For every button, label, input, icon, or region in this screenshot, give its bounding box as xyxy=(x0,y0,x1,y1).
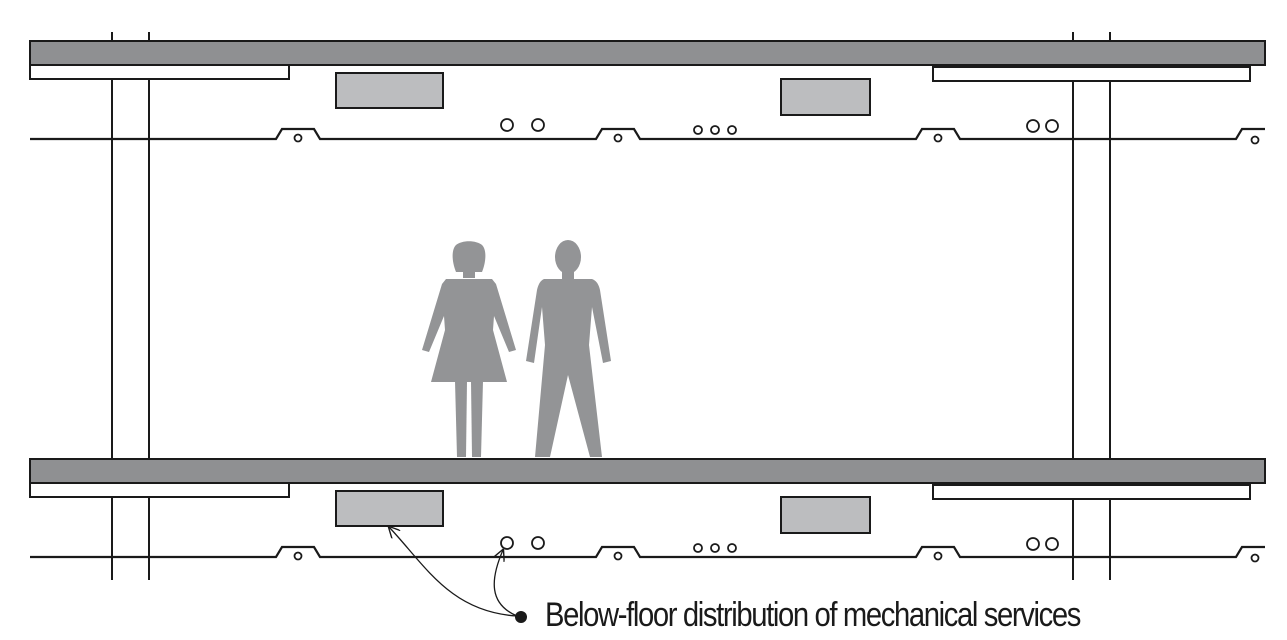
pipe-icon xyxy=(1045,537,1059,551)
lower-floor-slab xyxy=(29,458,1266,484)
pipe-icon xyxy=(1026,119,1040,133)
lower-pipes xyxy=(293,536,1260,563)
pipe-icon xyxy=(710,543,720,553)
annotation-label: Below-floor distribution of mechanical s… xyxy=(545,596,1081,634)
pipe-icon xyxy=(500,536,514,550)
upper-duct-2 xyxy=(780,78,871,116)
annotation-bullet xyxy=(515,611,527,623)
pipe-icon xyxy=(933,551,943,561)
pipe-icon xyxy=(293,133,303,143)
upper-beam-right xyxy=(932,66,1251,82)
pipe-icon xyxy=(727,543,737,553)
lower-beam-right xyxy=(932,484,1251,500)
upper-beam-left xyxy=(29,64,290,80)
leader-to-pipe xyxy=(494,550,518,617)
pipe-icon xyxy=(613,133,623,143)
pipe-icon xyxy=(693,125,703,135)
upper-floor-assembly xyxy=(29,40,1266,145)
pipe-icon xyxy=(933,133,943,143)
man-figure-icon xyxy=(526,240,611,457)
upper-duct-1 xyxy=(335,72,444,109)
pipe-icon xyxy=(1250,553,1260,563)
pipe-icon xyxy=(500,118,514,132)
pipe-icon xyxy=(727,125,737,135)
lower-duct-1 xyxy=(335,490,444,527)
pipe-icon xyxy=(1026,537,1040,551)
pipe-icon xyxy=(531,536,545,550)
pipe-icon xyxy=(293,551,303,561)
pipe-icon xyxy=(531,118,545,132)
upper-ceiling-line xyxy=(30,127,1265,141)
lower-floor-assembly xyxy=(29,458,1266,563)
lower-duct-2 xyxy=(780,496,871,534)
annotation-leaders xyxy=(389,527,518,617)
lower-beam-left xyxy=(29,482,290,498)
pipe-icon xyxy=(613,551,623,561)
upper-pipes xyxy=(293,118,1260,145)
woman-figure-icon xyxy=(422,241,516,457)
leader-to-duct xyxy=(389,527,518,617)
pipe-icon xyxy=(1045,119,1059,133)
pipe-icon xyxy=(710,125,720,135)
pipe-icon xyxy=(1250,135,1260,145)
pipe-icon xyxy=(693,543,703,553)
upper-floor-slab xyxy=(29,40,1266,66)
lower-ceiling-line xyxy=(30,545,1265,559)
